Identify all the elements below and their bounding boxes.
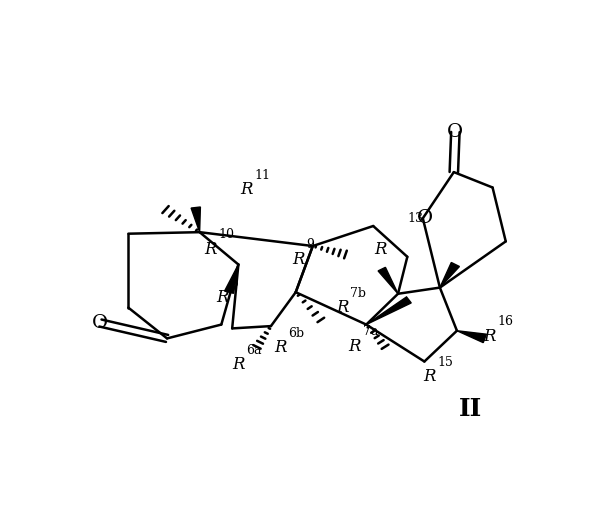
Text: R: R <box>240 181 252 198</box>
Polygon shape <box>457 331 486 343</box>
Polygon shape <box>191 207 200 232</box>
Text: 9: 9 <box>306 238 314 251</box>
Text: O: O <box>447 123 463 141</box>
Text: R: R <box>348 338 361 355</box>
Text: R: R <box>292 251 304 268</box>
Text: 15: 15 <box>438 356 454 369</box>
Text: 7a: 7a <box>363 325 378 338</box>
Text: R: R <box>336 299 348 316</box>
Text: O: O <box>417 209 433 228</box>
Polygon shape <box>366 297 411 325</box>
Text: R: R <box>374 241 387 258</box>
Text: 5: 5 <box>231 277 239 290</box>
Text: 6a: 6a <box>246 344 262 357</box>
Polygon shape <box>224 265 238 293</box>
Text: 11: 11 <box>254 169 270 182</box>
Text: R: R <box>274 339 286 356</box>
Text: R: R <box>232 356 244 373</box>
Text: II: II <box>459 397 483 421</box>
Text: R: R <box>483 327 495 345</box>
Text: O: O <box>93 314 108 332</box>
Text: R: R <box>204 241 217 258</box>
Text: 16: 16 <box>497 315 514 328</box>
Text: 6b: 6b <box>289 326 304 339</box>
Text: R: R <box>424 368 436 385</box>
Text: 13: 13 <box>407 212 423 225</box>
Polygon shape <box>440 263 459 288</box>
Text: 10: 10 <box>218 228 235 241</box>
Text: 7b: 7b <box>350 287 366 300</box>
Text: R: R <box>217 289 229 306</box>
Polygon shape <box>378 267 398 294</box>
